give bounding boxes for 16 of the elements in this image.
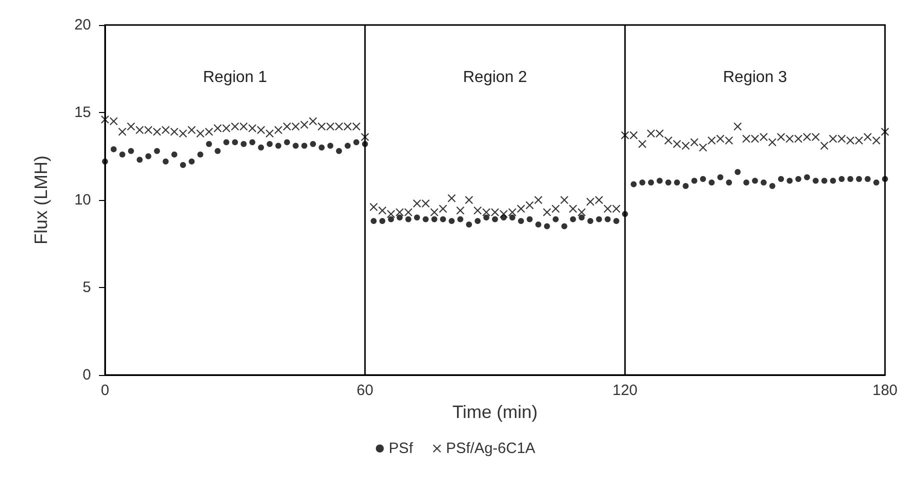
x-tick-label: 120 <box>612 382 638 399</box>
legend-label: PSf <box>388 440 414 457</box>
y-tick-label: 5 <box>82 279 91 296</box>
annotation: Region 1 <box>202 69 268 86</box>
y-axis-title: Flux (LMH) <box>31 156 51 244</box>
x-axis-title: Time (min) <box>452 402 538 422</box>
x-tick-label: 0 <box>100 382 110 399</box>
y-tick-label: 10 <box>74 192 91 208</box>
annotation: Region 2 <box>462 69 528 86</box>
y-tick-label: 0 <box>82 366 91 384</box>
y-tick-label: 20 <box>74 16 91 34</box>
y-tick-label: 15 <box>74 104 91 121</box>
x-tick-label: 180 <box>872 382 898 399</box>
x-tick-label: 60 <box>356 382 374 399</box>
annotation: Region 3 <box>722 69 788 86</box>
legend-label: PSf/Ag-6C1A <box>446 440 536 457</box>
